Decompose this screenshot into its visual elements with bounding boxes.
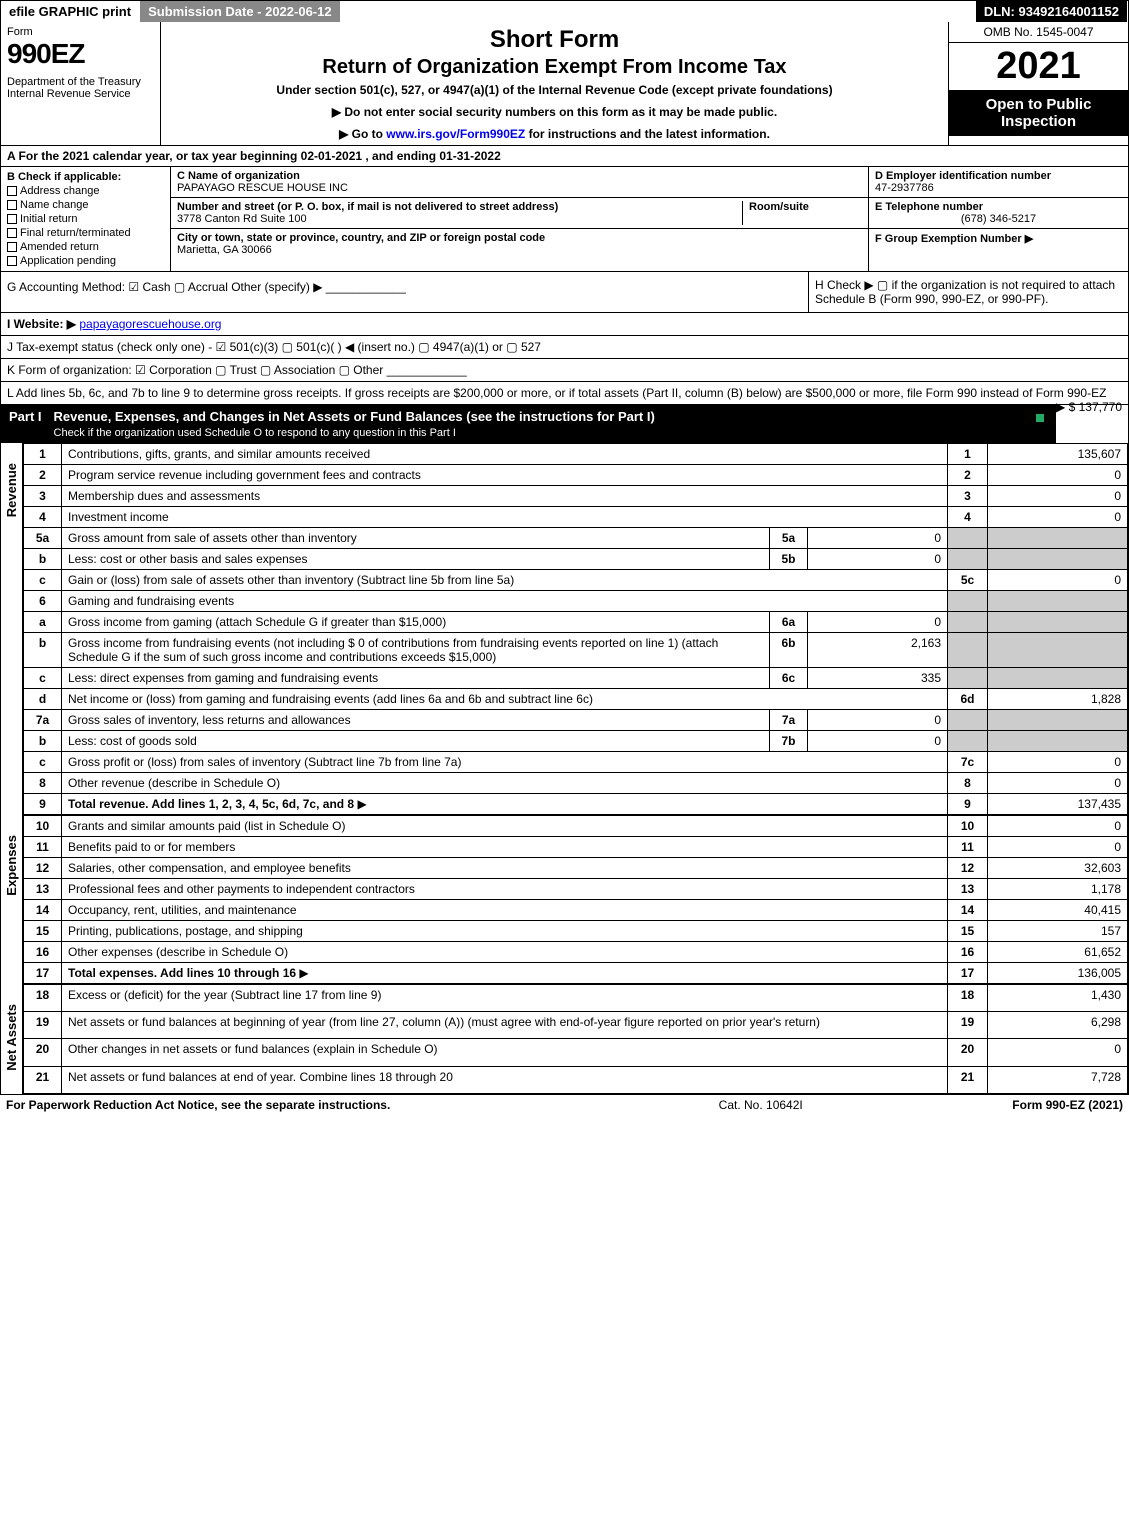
checkbox-final-return[interactable] [7,228,17,238]
checkbox-address-change[interactable] [7,186,17,196]
irs-link[interactable]: www.irs.gov/Form990EZ [386,127,525,141]
checkbox-application-pending[interactable] [7,256,17,266]
checkbox-initial-return[interactable] [7,214,17,224]
row-h-schedB: H Check ▶ ▢ if the organization is not r… [808,272,1128,312]
omb-number: OMB No. 1545-0047 [949,22,1128,43]
schedule-o-checkbox[interactable] [1035,413,1045,423]
irs-link-note: ▶ Go to www.irs.gov/Form990EZ for instru… [171,127,938,141]
col-c-org-info: C Name of organization PAPAYAGO RESCUE H… [171,167,868,271]
part-i-header: Part I Revenue, Expenses, and Changes in… [1,405,1056,443]
row-g-accounting: G Accounting Method: ☑ Cash ▢ Accrual Ot… [1,272,808,312]
col-def: D Employer identification number 47-2937… [868,167,1128,271]
checkbox-amended-return[interactable] [7,242,17,252]
main-heading: Return of Organization Exempt From Incom… [171,56,938,79]
efile-label: efile GRAPHIC print [1,1,140,22]
short-form-heading: Short Form [171,26,938,54]
dln-label: DLN: 93492164001152 [976,1,1128,22]
row-j-taxexempt: J Tax-exempt status (check only one) - ☑… [1,336,1128,359]
form-number: 990EZ [7,38,154,70]
tax-year: 2021 [949,43,1128,90]
row-l-grossreceipts: L Add lines 5b, 6c, and 7b to line 9 to … [1,382,1128,405]
row-k-orgform: K Form of organization: ☑ Corporation ▢ … [1,359,1128,382]
gross-receipts-amount: ▶ $ 137,770 [1056,400,1122,414]
top-bar: efile GRAPHIC print Submission Date - 20… [1,1,1128,22]
row-i-website: I Website: ▶ papayagorescuehouse.org [1,313,1128,336]
org-name: PAPAYAGO RESCUE HOUSE INC [177,182,348,194]
submission-date: Submission Date - 2022-06-12 [140,1,341,22]
checkbox-name-change[interactable] [7,200,17,210]
revenue-table: 1Contributions, gifts, grants, and simil… [23,443,1128,815]
website-link[interactable]: papayagorescuehouse.org [79,317,221,331]
expenses-side-label: Expenses [1,815,23,984]
title-row: Form 990EZ Department of the Treasury In… [1,22,1128,146]
revenue-side-label: Revenue [1,443,23,815]
section-subheading: Under section 501(c), 527, or 4947(a)(1)… [171,83,938,97]
public-inspection: Open to Public Inspection [949,90,1128,136]
form-label: Form [7,26,154,38]
ssn-warning: ▶ Do not enter social security numbers o… [171,105,938,119]
org-street: 3778 Canton Rd Suite 100 [177,213,307,225]
ein: 47-2937786 [875,182,1122,194]
phone: (678) 346-5217 [875,213,1122,225]
page-footer: For Paperwork Reduction Act Notice, see … [0,1095,1129,1115]
row-a-taxyear: A For the 2021 calendar year, or tax yea… [1,146,1128,167]
netassets-side-label: Net Assets [1,984,23,1094]
dept-label: Department of the Treasury Internal Reve… [7,76,154,100]
col-b-checkboxes: B Check if applicable: Address change Na… [1,167,171,271]
org-city: Marietta, GA 30066 [177,244,272,256]
expenses-table: 10Grants and similar amounts paid (list … [23,815,1128,984]
netassets-table: 18Excess or (deficit) for the year (Subt… [23,984,1128,1094]
